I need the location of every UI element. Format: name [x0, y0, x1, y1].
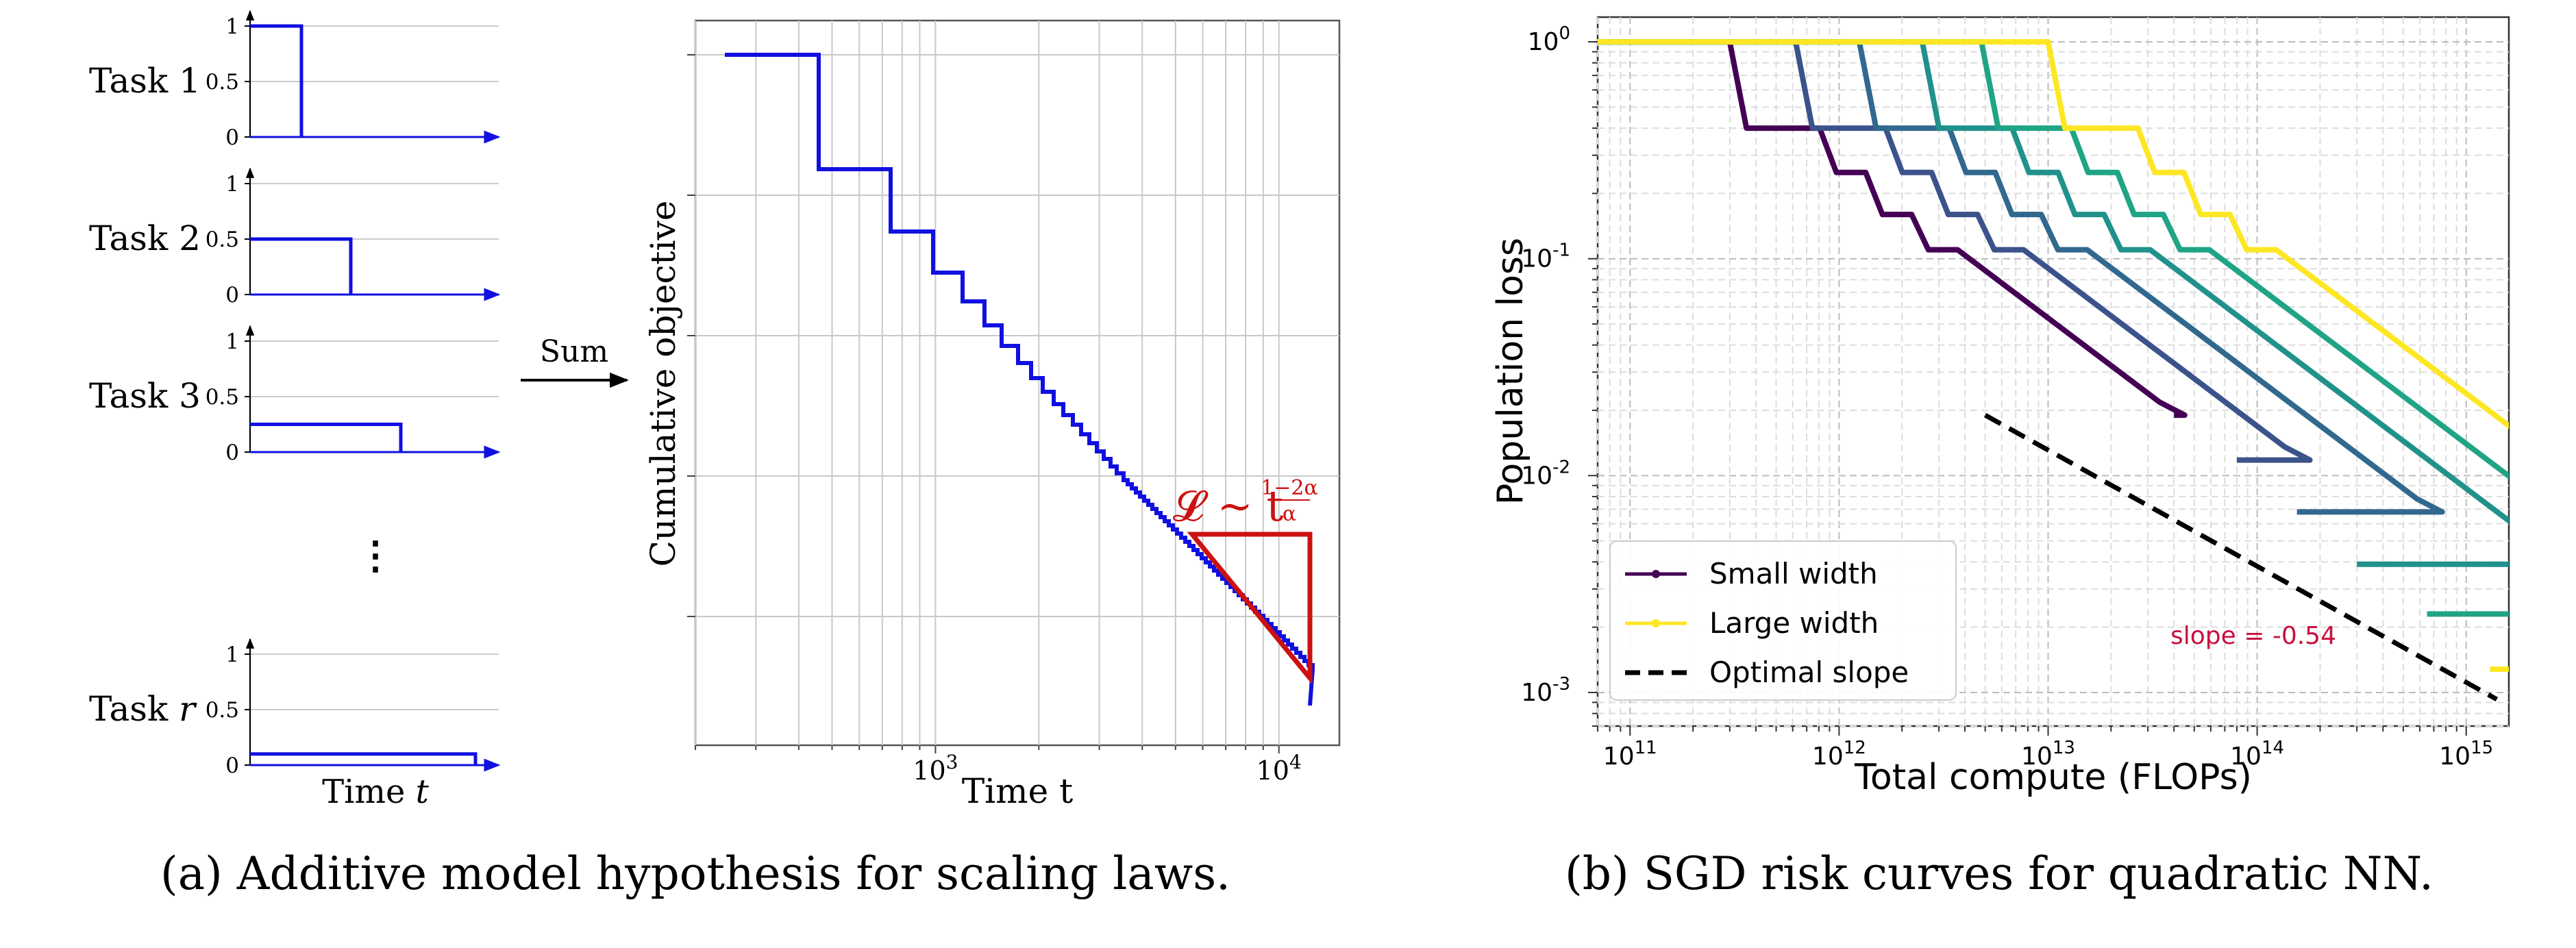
task-tick-label: 1 — [225, 172, 239, 197]
formula-exp-den: α — [1283, 502, 1296, 526]
task-tick-label: 1 — [225, 329, 239, 354]
loss-curve — [1598, 39, 2313, 463]
cumulative-objective-chart: 103 104 Time t Cumulative objective 𝓛 ∼ t… — [643, 19, 1341, 811]
legend-marker — [1652, 619, 1660, 627]
task-tick-label: 0.5 — [206, 70, 239, 95]
task-label: Task 1 — [89, 61, 201, 101]
legend-label: Optimal slope — [1709, 656, 1909, 689]
task-label: Task 2 — [89, 219, 201, 258]
task-tick-label: 0.5 — [206, 227, 239, 252]
power-law-annotation: 𝓛 ∼ t 1−2α α — [1173, 476, 1318, 531]
slope-triangle — [1187, 532, 1313, 685]
task-tick-label: 0 — [225, 125, 239, 150]
task-tick-label: 0 — [225, 283, 239, 308]
task-tick-label: 1 — [225, 14, 239, 39]
caption-a: (a) Additive model hypothesis for scalin… — [160, 847, 1230, 900]
right-xtick-label: 1013 — [2021, 738, 2075, 771]
task-step — [250, 752, 478, 765]
mid-ylabel: Cumulative objective — [643, 201, 683, 567]
loss-curve — [1598, 39, 2509, 672]
loss-curve — [1598, 39, 2509, 567]
task-step — [250, 237, 353, 295]
task-tick-label: 0 — [225, 440, 239, 465]
task-panel: 1 0.5 0 Task 3 — [89, 325, 501, 465]
loss-curve — [1598, 39, 2188, 419]
task-label: Task r — [89, 689, 197, 729]
sum-label: Sum — [540, 334, 608, 369]
mid-xtick-label: 104 — [1256, 751, 1302, 786]
legend-box — [1609, 540, 1957, 701]
cumulative-staircase — [725, 53, 1315, 706]
right-ytick-label: 100 — [1528, 23, 1570, 56]
right-xtick-label: 1012 — [1812, 738, 1866, 771]
task-ellipsis: ⋮ — [356, 533, 395, 578]
mid-series — [725, 53, 1315, 706]
caption-b: (b) SGD risk curves for quadratic NN. — [1565, 847, 2433, 900]
sum-arrow-group: Sum — [521, 334, 629, 388]
legend-label: Large width — [1709, 606, 1879, 640]
task-tick-label: 1 — [225, 643, 239, 667]
task-panels: 1 0.5 0 Task 1 1 0.5 0 Task 2 1 0.5 0 Task 3 1 0.5 0 Ta… — [89, 10, 501, 811]
loss-curve — [1598, 39, 2445, 515]
task-panel: 1 0.5 0 Task r — [89, 638, 501, 778]
mid-grid — [695, 21, 1339, 745]
task-tick-label: 0.5 — [206, 698, 239, 723]
task-label: Task 3 — [89, 376, 201, 416]
task-step — [250, 423, 403, 452]
task-step — [250, 24, 304, 137]
right-ytick-label: 10-3 — [1521, 674, 1570, 707]
slope-annotation: slope = -0.54 — [2170, 622, 2336, 650]
right-xtick-label: 1011 — [1603, 738, 1657, 771]
right-ylabel: Population loss — [1490, 238, 1531, 505]
population-loss-chart: 1011 1012 1013 1014 1015 10-3 10-2 10-1 100 Tota… — [1490, 16, 2510, 798]
task-tick-label: 0 — [225, 753, 239, 778]
legend-label: Small width — [1709, 557, 1878, 590]
optimal-slope-line — [1983, 413, 2499, 701]
legend-marker — [1652, 570, 1660, 578]
right-ticks: 1011 1012 1013 1014 1015 10-3 10-2 10-1 100 — [1521, 23, 2493, 771]
formula-exp-num: 1−2α — [1261, 476, 1318, 500]
task-xlabel: Time t — [322, 773, 430, 811]
mid-xtick-label: 103 — [913, 751, 958, 786]
loss-curve — [1598, 39, 2509, 617]
mid-ticks: 103 104 — [687, 54, 1302, 786]
right-xtick-label: 1015 — [2439, 738, 2493, 771]
formula-lhs: 𝓛 ∼ t — [1173, 481, 1283, 531]
task-panel: 1 0.5 0 Task 2 — [89, 167, 501, 308]
right-xtick-label: 1014 — [2230, 738, 2284, 771]
right-series — [1598, 39, 2509, 701]
task-tick-label: 0.5 — [206, 385, 239, 410]
mid-xlabel: Time t — [962, 771, 1073, 811]
legend: Small width Large width Optimal slope — [1609, 540, 1957, 701]
right-ytick-label: 10-1 — [1521, 240, 1570, 273]
right-ytick-label: 10-2 — [1521, 457, 1570, 490]
right-xlabel: Total compute (FLOPs) — [1854, 757, 2252, 798]
task-panel: 1 0.5 0 Task 1 — [89, 10, 501, 150]
mid-plot-frame — [694, 19, 1341, 747]
